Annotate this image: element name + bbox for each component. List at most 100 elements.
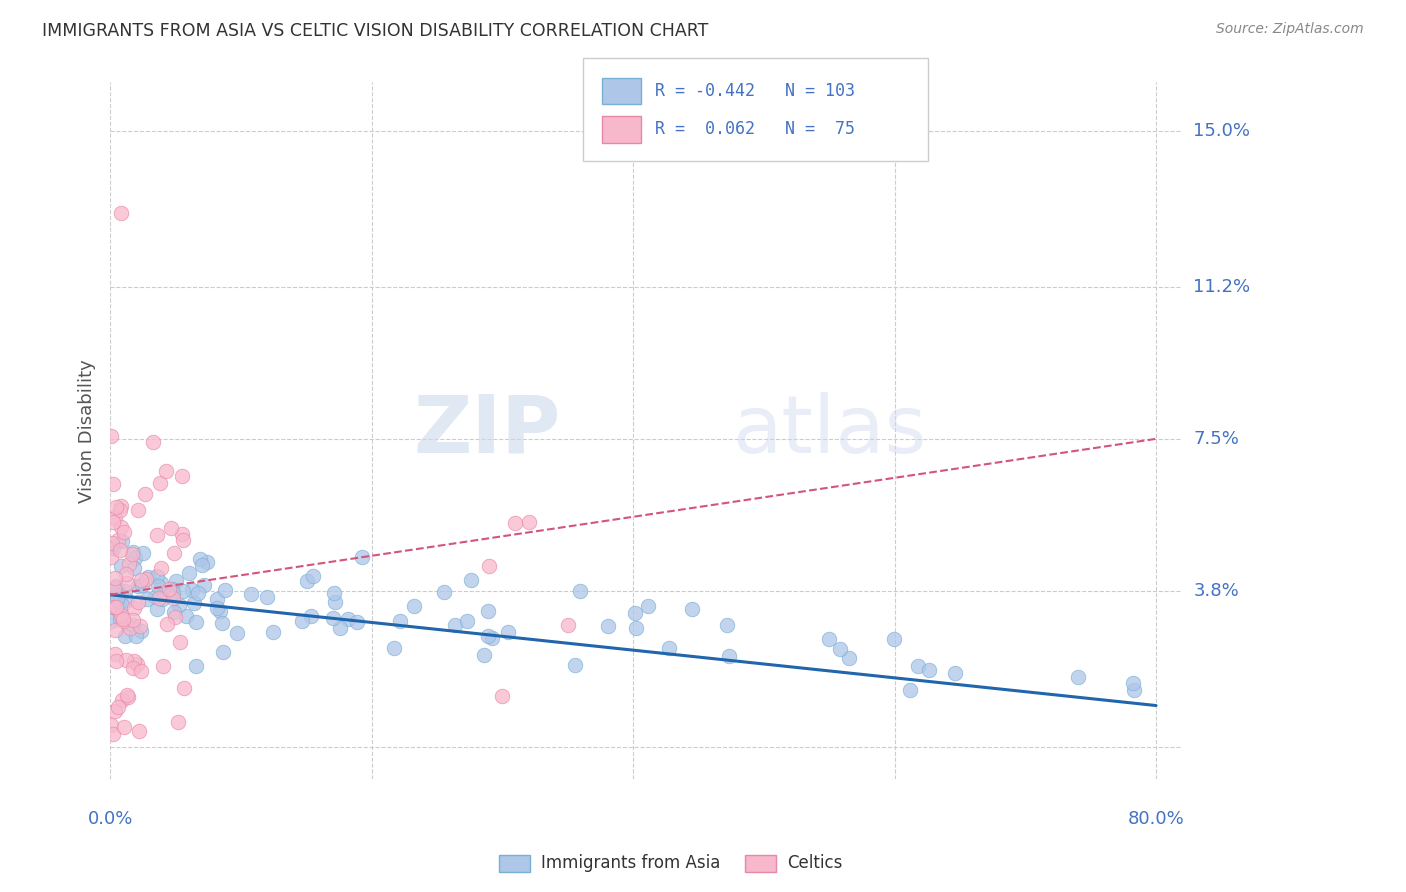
Point xyxy=(477,604,499,618)
Point xyxy=(104,647,127,661)
Text: R =  0.062   N =  75: R = 0.062 N = 75 xyxy=(655,120,855,138)
Point xyxy=(148,579,170,593)
Point xyxy=(110,542,132,557)
Point xyxy=(478,559,501,574)
Point xyxy=(114,567,136,582)
Point xyxy=(172,527,194,541)
Point xyxy=(149,476,172,491)
Point xyxy=(114,720,136,734)
Point xyxy=(322,611,344,625)
Point xyxy=(637,599,659,613)
Point xyxy=(159,588,181,602)
Point xyxy=(105,654,128,668)
Text: 3.8%: 3.8% xyxy=(1194,582,1239,599)
Point xyxy=(146,569,169,583)
Point xyxy=(103,600,125,615)
Text: atlas: atlas xyxy=(733,392,927,470)
Point xyxy=(150,561,173,575)
Text: 15.0%: 15.0% xyxy=(1194,122,1250,140)
Point xyxy=(114,584,136,599)
Point xyxy=(155,617,177,632)
Point xyxy=(352,549,374,564)
Point xyxy=(444,618,467,632)
Point xyxy=(129,624,152,638)
Point xyxy=(898,683,921,698)
Point xyxy=(110,520,132,534)
Point xyxy=(129,664,152,678)
Point xyxy=(100,549,122,564)
Point xyxy=(127,502,149,516)
Point xyxy=(157,582,180,596)
Point xyxy=(165,574,187,588)
Y-axis label: Vision Disability: Vision Disability xyxy=(79,359,96,502)
Point xyxy=(517,515,540,529)
Point xyxy=(208,604,231,618)
Point xyxy=(152,659,174,673)
Point xyxy=(134,487,156,501)
Point xyxy=(295,574,318,589)
Point xyxy=(100,429,122,443)
Point xyxy=(181,583,204,598)
Point xyxy=(101,536,124,550)
Point xyxy=(105,600,128,615)
Point xyxy=(460,573,482,587)
Point xyxy=(472,648,495,663)
Point xyxy=(262,624,284,639)
Point xyxy=(110,206,132,220)
Point xyxy=(100,717,122,731)
Point xyxy=(122,654,145,668)
Point xyxy=(111,534,134,549)
Point xyxy=(239,586,262,600)
Point xyxy=(115,593,138,607)
Point xyxy=(918,663,941,677)
Point xyxy=(101,727,124,741)
Point xyxy=(100,588,122,602)
Point xyxy=(111,612,134,626)
Point xyxy=(883,632,905,646)
Point xyxy=(596,619,619,633)
Point xyxy=(169,635,191,649)
Text: 0.0%: 0.0% xyxy=(87,810,132,828)
Point xyxy=(122,561,145,575)
Point xyxy=(150,575,173,590)
Point xyxy=(104,500,127,515)
Point xyxy=(108,611,131,625)
Point xyxy=(105,581,128,595)
Point xyxy=(256,590,278,604)
Point xyxy=(491,690,513,704)
Point xyxy=(329,621,352,635)
Point xyxy=(183,596,205,610)
Point xyxy=(165,609,187,624)
Point xyxy=(337,612,360,626)
Point xyxy=(177,566,200,581)
Point xyxy=(170,469,193,483)
Point xyxy=(107,700,129,714)
Point xyxy=(817,632,839,646)
Point xyxy=(148,591,170,605)
Point xyxy=(114,629,136,643)
Text: Immigrants from Asia: Immigrants from Asia xyxy=(541,855,721,872)
Text: 7.5%: 7.5% xyxy=(1194,430,1239,448)
Point xyxy=(299,608,322,623)
Point xyxy=(127,594,149,608)
Point xyxy=(838,651,860,665)
Point xyxy=(195,556,218,570)
Point xyxy=(186,615,208,629)
Point xyxy=(125,629,148,643)
Point xyxy=(191,558,214,573)
Point xyxy=(107,603,129,617)
Point xyxy=(118,621,141,635)
Point xyxy=(105,591,128,606)
Point xyxy=(111,693,134,707)
Point xyxy=(122,661,145,675)
Point xyxy=(623,606,645,620)
Point xyxy=(117,557,139,571)
Point xyxy=(214,582,236,597)
Point xyxy=(162,586,184,600)
Point xyxy=(211,616,233,631)
Point xyxy=(163,605,186,619)
Point xyxy=(146,602,169,616)
Point xyxy=(681,601,703,615)
Point xyxy=(1122,683,1144,698)
Point xyxy=(569,584,592,599)
